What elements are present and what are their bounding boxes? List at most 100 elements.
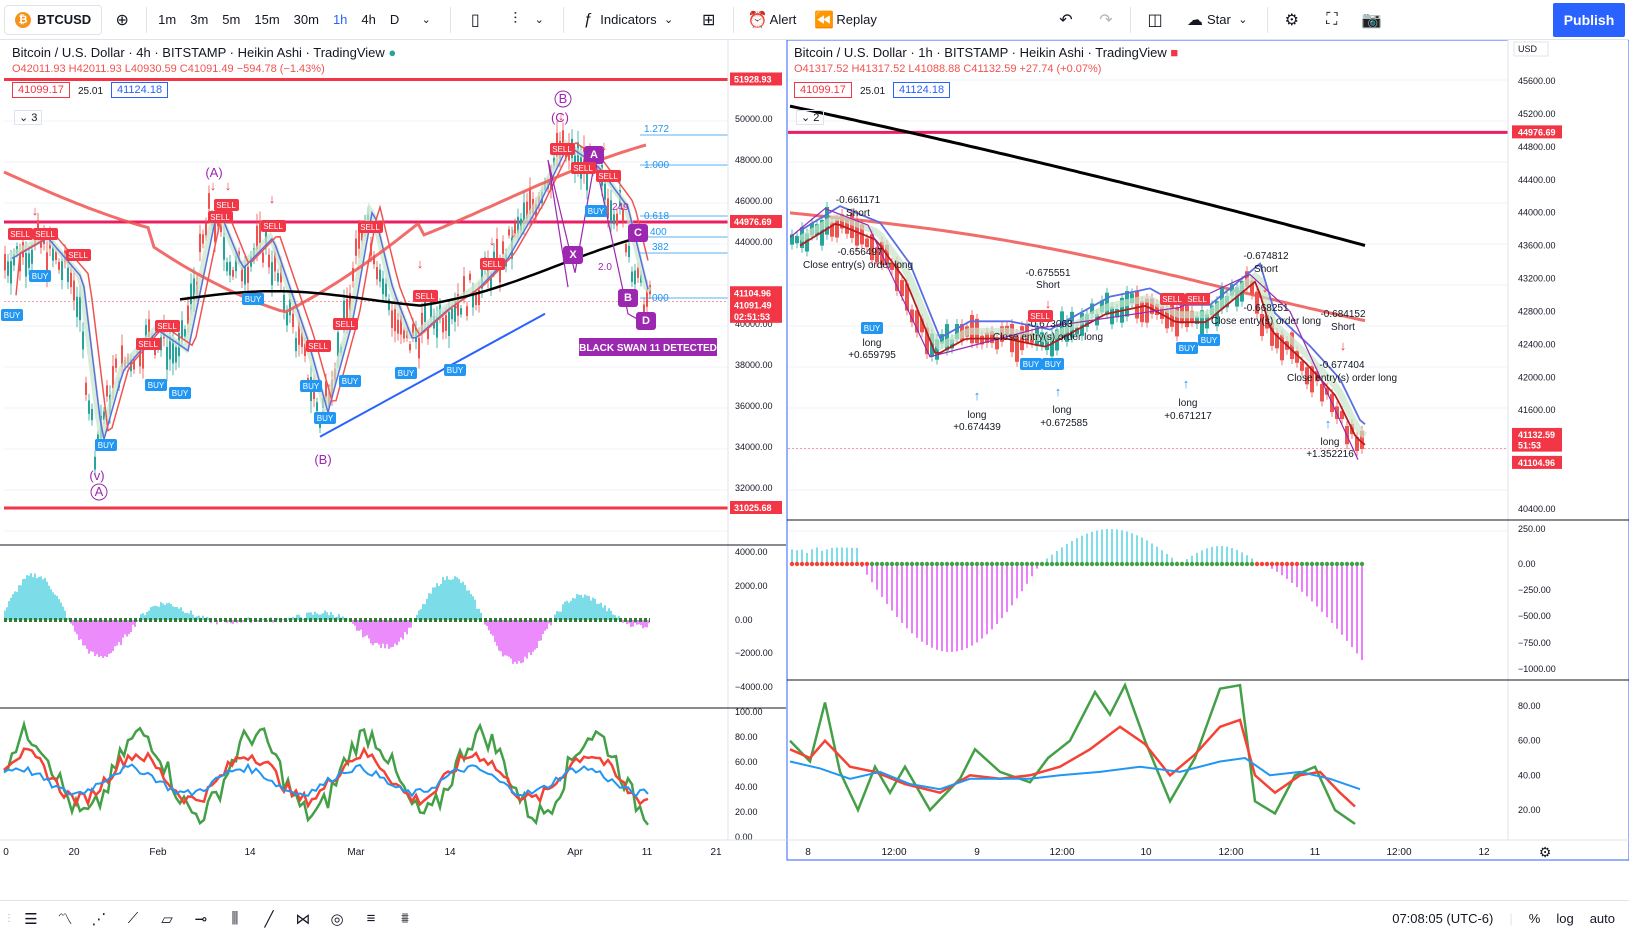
left-chart-panel[interactable]: 1.2721.0000.6184003820002492.0(v)A(A)(B)… [0,40,786,860]
candle [19,252,21,272]
auto-toggle[interactable]: auto [1589,911,1615,926]
buy-signal[interactable] [585,205,607,217]
sell-signal[interactable] [155,320,180,332]
buy-signal[interactable] [1020,358,1042,370]
buy-signal[interactable] [1176,342,1198,354]
chart-type-bars-button[interactable]: ⫶ ⌄ [495,0,559,40]
sell-signal[interactable] [136,338,161,350]
sell-signal[interactable] [480,258,505,270]
buy-signal[interactable] [29,270,51,282]
sell-signal[interactable] [571,162,596,174]
projection-tool-icon[interactable]: ≡ [366,910,376,927]
wave-tool-icon[interactable]: 〽 [57,911,73,928]
sell-signal[interactable] [33,228,58,240]
sell-signal[interactable] [1160,293,1185,305]
redo-button[interactable]: ↷ [1086,0,1126,40]
save-layout-button[interactable]: ☁ Star ⌄ [1175,0,1263,40]
candle [1230,284,1234,296]
chart-type-candles-button[interactable]: ▯ [455,0,495,40]
clock-display[interactable]: 07:08:05 (UTC-6) [1392,911,1494,926]
pattern-tool-icon[interactable]: ⋈ [295,910,311,928]
buy-signal[interactable] [145,379,167,391]
fib-label: 000 [652,293,669,304]
undo-button[interactable]: ↶ [1046,0,1086,40]
replay-button[interactable]: ⏪ Replay [804,0,884,40]
timeframe-15m[interactable]: 15m [254,12,280,27]
sell-signal[interactable] [214,199,239,211]
sell-signal[interactable] [261,220,286,232]
harmonic-pattern[interactable] [547,159,647,325]
layout-button[interactable]: ◫ [1135,0,1175,40]
percent-toggle[interactable]: % [1528,911,1541,926]
zigzag-pattern[interactable] [789,207,1359,460]
buy-signal[interactable] [444,364,466,376]
right-chart-panel[interactable]: -0.661171 Short -0.656497 Close entry(s) or… [786,40,1629,861]
left-price-tick: 50000.00 [735,114,773,124]
timeframe-30m[interactable]: 30m [293,12,319,27]
timeframe-D[interactable]: D [389,12,400,27]
currency-badge[interactable] [1513,41,1549,57]
right-bid-box[interactable]: 41099.17 [794,82,852,98]
sell-signal[interactable] [1028,310,1053,322]
timeframe-dropdown[interactable]: ⌄ [406,0,446,40]
ray-icon[interactable]: ╱ [264,910,274,928]
log-toggle[interactable]: log [1556,911,1574,926]
symbol-search[interactable]: ₿ BTCUSD [4,4,103,35]
sell-signal[interactable] [66,249,91,261]
buy-signal[interactable] [95,439,117,451]
sell-signal[interactable] [413,290,438,302]
trendline-blue[interactable] [319,312,546,438]
buy-signal[interactable] [1,309,23,321]
measure-tool-icon[interactable]: ⩩ [400,910,409,927]
trend-line-icon[interactable]: ⟋ [127,910,139,927]
sell-signal[interactable] [306,340,331,352]
left-bid-box[interactable]: 41099.17 [12,82,70,98]
buy-signal[interactable] [1042,358,1064,370]
buy-signal[interactable] [1198,334,1220,346]
sell-signal[interactable] [208,211,233,223]
left-ask-box[interactable]: 41124.18 [111,82,169,98]
candle [76,296,78,318]
sell-signal[interactable] [358,221,383,233]
sell-signal[interactable] [1185,293,1210,305]
buy-signal[interactable] [242,293,264,305]
sell-signal[interactable] [596,170,621,182]
indicators-button[interactable]: ƒ Indicators ⌄ [568,0,688,40]
horizontal-line-icon[interactable]: ⊸ [194,910,208,928]
buy-signal[interactable] [314,412,336,424]
right-ask-box[interactable]: 41124.18 [893,82,951,98]
snapshot-button[interactable]: 📷 [1352,0,1392,40]
buy-signal[interactable] [300,380,322,392]
gann-tool-icon[interactable]: ◎ [330,910,344,928]
parallel-channel-icon[interactable]: ▱ [161,910,173,928]
settings-button[interactable]: ⚙ [1272,0,1312,40]
timeframe-1h[interactable]: 1h [332,12,348,27]
timeframe-4h[interactable]: 4h [361,12,376,27]
timeframe-5m[interactable]: 5m [222,12,241,27]
buy-signal[interactable] [395,367,417,379]
sell-signal[interactable] [8,228,33,240]
add-symbol-button[interactable]: ⊕ [102,0,142,40]
vertical-lines-icon[interactable]: ⫼ [231,910,239,927]
drag-handle-icon[interactable]: ⋮ [4,913,14,924]
timeframe-3m[interactable]: 3m [190,12,209,27]
chart-area[interactable]: 1.2721.0000.6184003820002492.0(v)A(A)(B)… [0,40,1629,900]
fullscreen-button[interactable]: ⛶ [1312,0,1352,40]
sell-signal[interactable] [333,318,358,330]
sell-signal[interactable] [550,143,575,155]
right-price-tick: 40400.00 [1518,504,1556,514]
timeframe-1m[interactable]: 1m [158,12,177,27]
left-osc-tick: −2000.00 [735,648,773,658]
buy-signal[interactable] [169,387,191,399]
buy-signal[interactable] [861,322,883,334]
templates-button[interactable]: ⊞ [689,0,729,40]
fib-tool-icon[interactable]: ⋰ [91,910,107,928]
osc-dot [874,561,880,567]
buy-signal[interactable] [339,375,361,387]
publish-button[interactable]: Publish [1552,2,1625,37]
menu-icon[interactable]: ☰ [24,910,38,928]
left-collapse-indicators[interactable]: ⌄ 3 [14,110,43,125]
alert-button[interactable]: ⏰ Alert [738,0,805,40]
right-collapse-indicators[interactable]: ⌄ 2 [796,110,825,125]
buy-signal-label: BUY [148,381,165,390]
